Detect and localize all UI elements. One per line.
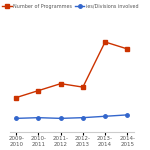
Number of Programmes — [15, 97, 17, 98]
Number of Programmes — [104, 41, 106, 43]
ies/Divisions involved — [82, 117, 84, 118]
Line: ies/Divisions involved: ies/Divisions involved — [15, 113, 129, 120]
Legend: Number of Programmes, ies/Divisions involved: Number of Programmes, ies/Divisions invo… — [2, 4, 139, 9]
Number of Programmes — [82, 86, 84, 88]
ies/Divisions involved — [60, 117, 62, 119]
ies/Divisions involved — [104, 115, 106, 117]
Number of Programmes — [60, 83, 62, 85]
Number of Programmes — [38, 90, 39, 92]
ies/Divisions involved — [126, 114, 128, 116]
Number of Programmes — [126, 48, 128, 50]
ies/Divisions involved — [38, 117, 39, 118]
ies/Divisions involved — [15, 117, 17, 119]
Line: Number of Programmes: Number of Programmes — [15, 40, 129, 99]
